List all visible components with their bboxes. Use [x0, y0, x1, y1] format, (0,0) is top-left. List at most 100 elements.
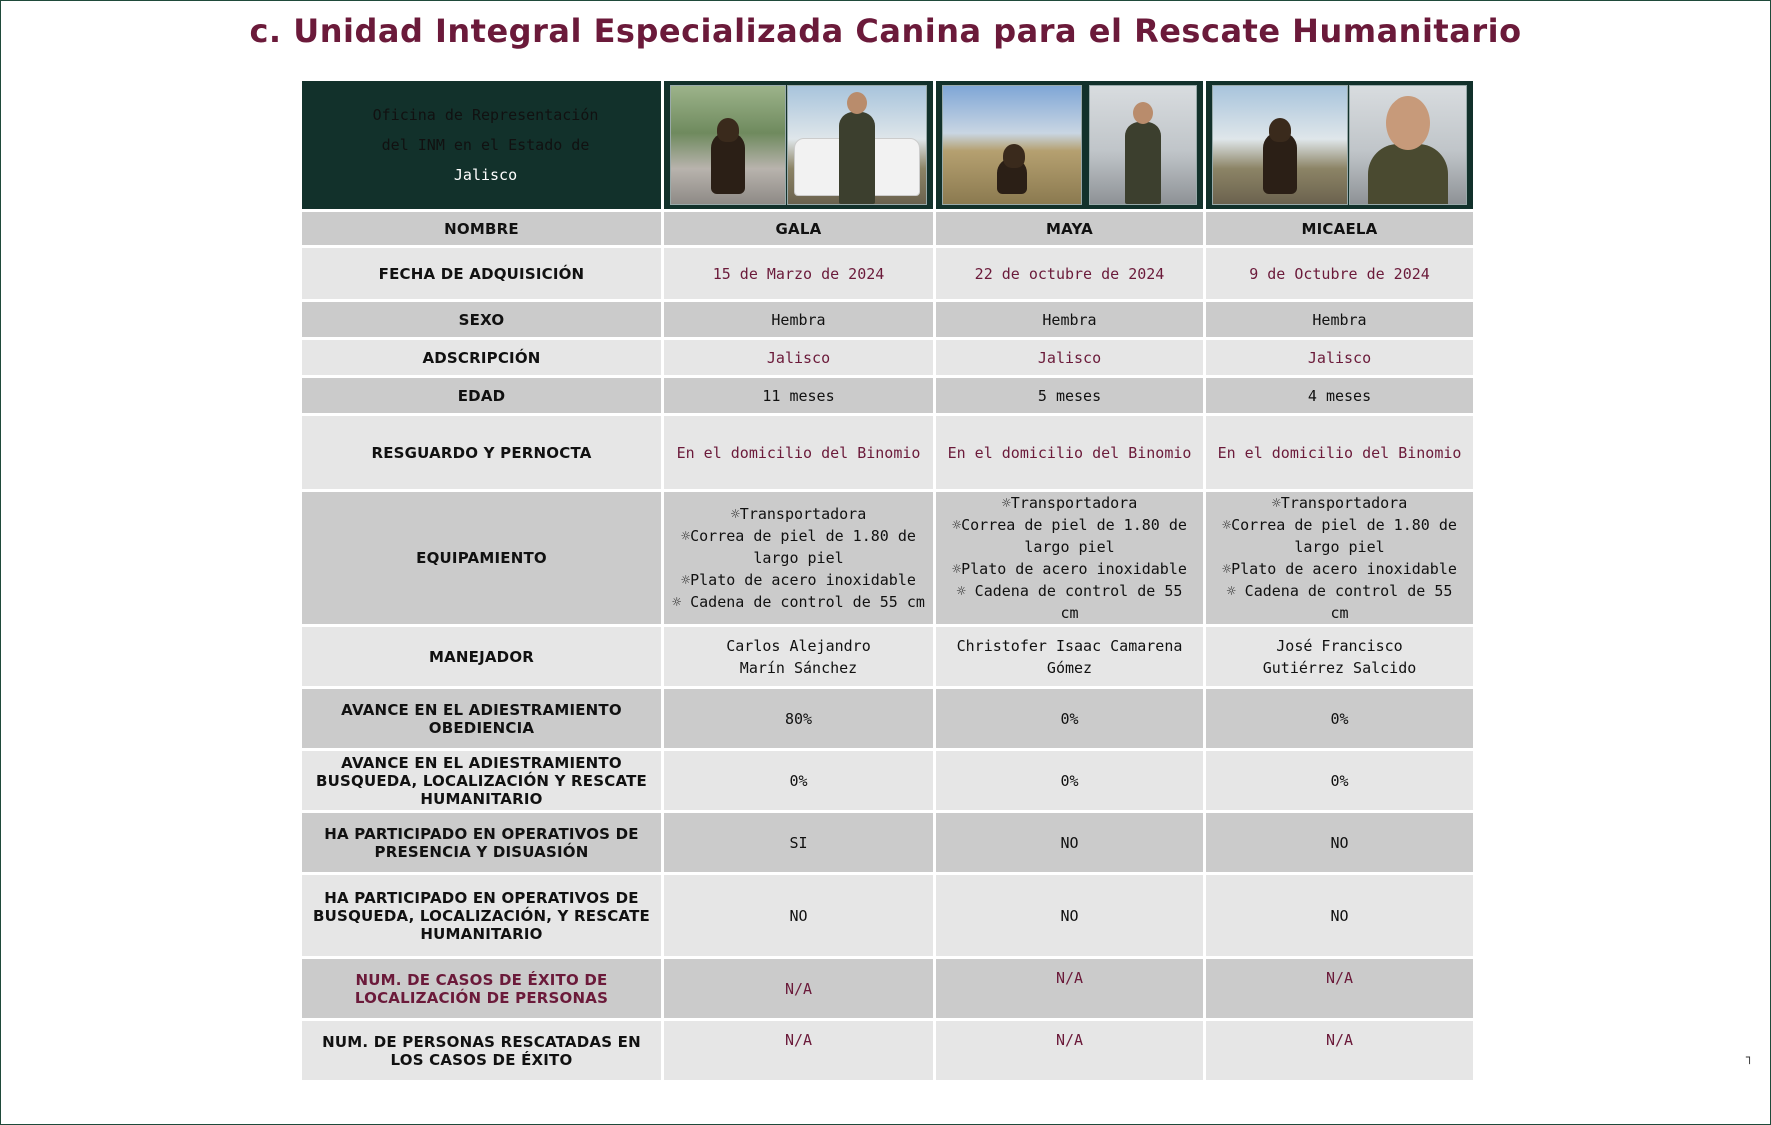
handler-photo-micaela: [1349, 85, 1467, 205]
value-rescatadas-1: N/A: [661, 1018, 936, 1083]
value-manejador-1: Carlos Alejandro Marín Sánchez: [661, 624, 936, 689]
value-fecha-2: 22 de octubre de 2024: [933, 245, 1206, 302]
office-line-1: Oficina de Representación: [372, 106, 599, 124]
row-obediencia: AVANCE EN EL ADIESTRAMIENTO OBEDIENCIA 8…: [299, 686, 1476, 751]
office-state: Jalisco: [453, 166, 518, 184]
value-nombre-1: GALA: [661, 209, 936, 248]
equip-item: ☼Correa de piel de 1.80 de largo piel: [1222, 516, 1457, 556]
label-obediencia: AVANCE EN EL ADIESTRAMIENTO OBEDIENCIA: [299, 686, 664, 751]
equip-item: ☼ Cadena de control de 55 cm: [672, 593, 925, 611]
dog-photo-maya: [942, 85, 1082, 205]
equip-item: ☼ Cadena de control de 55 cm: [1226, 582, 1453, 622]
header-row: Oficina de Representación del INM en el …: [299, 78, 1476, 212]
value-manejador-3: José Francisco Gutiérrez Salcido: [1203, 624, 1476, 689]
value-operativos-1: NO: [661, 872, 936, 959]
photos-maya: [933, 78, 1206, 212]
handler-name-line: José Francisco: [1276, 636, 1403, 655]
value-casos-1: N/A: [661, 956, 936, 1021]
equip-item: ☼Correa de piel de 1.80 de largo piel: [952, 516, 1187, 556]
label-resguardo: RESGUARDO Y PERNOCTA: [299, 413, 664, 492]
row-adscripcion: ADSCRIPCIÓN Jalisco Jalisco Jalisco: [299, 337, 1476, 378]
value-sexo-2: Hembra: [933, 299, 1206, 340]
value-equipamiento-3: ☼Transportadora ☼Correa de piel de 1.80 …: [1203, 489, 1476, 627]
office-line-2: del INM en el Estado de: [381, 136, 590, 154]
value-nombre-2: MAYA: [933, 209, 1206, 248]
label-operativos: HA PARTICIPADO EN OPERATIVOS DE BUSQUEDA…: [299, 872, 664, 959]
value-fecha-1: 15 de Marzo de 2024: [661, 245, 936, 302]
value-edad-3: 4 meses: [1203, 375, 1476, 416]
value-equipamiento-2: ☼Transportadora ☼Correa de piel de 1.80 …: [933, 489, 1206, 627]
row-resguardo: RESGUARDO Y PERNOCTA En el domicilio del…: [299, 413, 1476, 492]
value-obediencia-1: 80%: [661, 686, 936, 751]
photos-micaela: [1203, 78, 1476, 212]
value-resguardo-2: En el domicilio del Binomio: [933, 413, 1206, 492]
row-nombre: NOMBRE GALA MAYA MICAELA: [299, 209, 1476, 248]
value-operativos-2: NO: [933, 872, 1206, 959]
row-manejador: MANEJADOR Carlos Alejandro Marín Sánchez…: [299, 624, 1476, 689]
equip-item: ☼ Cadena de control de 55 cm: [956, 582, 1183, 622]
equip-item: ☼Transportadora: [1001, 494, 1138, 512]
label-nombre: NOMBRE: [299, 209, 664, 248]
equip-item: ☼Correa de piel de 1.80 de largo piel: [681, 527, 916, 567]
value-obediencia-3: 0%: [1203, 686, 1476, 751]
label-sexo: SEXO: [299, 299, 664, 340]
row-fecha: FECHA DE ADQUISICIÓN 15 de Marzo de 2024…: [299, 245, 1476, 302]
value-sexo-1: Hembra: [661, 299, 936, 340]
row-casos: NUM. DE CASOS DE ÉXITO DE LOCALIZACIÓN D…: [299, 956, 1476, 1021]
label-equipamiento: EQUIPAMIENTO: [299, 489, 664, 627]
label-fecha: FECHA DE ADQUISICIÓN: [299, 245, 664, 302]
value-manejador-2: Christofer Isaac Camarena Gómez: [933, 624, 1206, 689]
handler-name-line: Christofer Isaac Camarena: [956, 636, 1183, 655]
dog-photo-gala: [670, 85, 786, 205]
label-rescatadas: NUM. DE PERSONAS RESCATADAS EN LOS CASOS…: [299, 1018, 664, 1083]
value-operativos-3: NO: [1203, 872, 1476, 959]
value-sexo-3: Hembra: [1203, 299, 1476, 340]
row-operativos: HA PARTICIPADO EN OPERATIVOS DE BUSQUEDA…: [299, 872, 1476, 959]
handler-name-line: Gutiérrez Salcido: [1262, 658, 1417, 677]
corner-mark: ┐: [1746, 1050, 1754, 1064]
dog-photo-micaela: [1212, 85, 1348, 205]
value-nombre-3: MICAELA: [1203, 209, 1476, 248]
label-adscripcion: ADSCRIPCIÓN: [299, 337, 664, 378]
row-equipamiento: EQUIPAMIENTO ☼Transportadora ☼Correa de …: [299, 489, 1476, 627]
value-casos-3: N/A: [1203, 956, 1476, 1021]
value-resguardo-3: En el domicilio del Binomio: [1203, 413, 1476, 492]
handler-photo-gala: [787, 85, 927, 205]
equip-item: ☼Plato de acero inoxidable: [1222, 560, 1457, 578]
value-adscripcion-2: Jalisco: [933, 337, 1206, 378]
value-fecha-3: 9 de Octubre de 2024: [1203, 245, 1476, 302]
row-sexo: SEXO Hembra Hembra Hembra: [299, 299, 1476, 340]
equip-item: ☼Transportadora: [730, 505, 867, 523]
equip-item: ☼Plato de acero inoxidable: [952, 560, 1187, 578]
handler-name-line: Carlos Alejandro: [726, 636, 871, 655]
handler-name-line: Gómez: [1046, 658, 1093, 677]
value-busqueda-3: 0%: [1203, 748, 1476, 813]
value-rescatadas-2: N/A: [933, 1018, 1206, 1083]
value-edad-1: 11 meses: [661, 375, 936, 416]
canine-unit-table: Oficina de Representación del INM en el …: [299, 78, 1476, 1083]
photos-gala: [661, 78, 936, 212]
value-edad-2: 5 meses: [933, 375, 1206, 416]
label-presencia: HA PARTICIPADO EN OPERATIVOS DE PRESENCI…: [299, 810, 664, 875]
label-manejador: MANEJADOR: [299, 624, 664, 689]
equip-item: ☼Plato de acero inoxidable: [681, 571, 916, 589]
value-presencia-3: NO: [1203, 810, 1476, 875]
value-resguardo-1: En el domicilio del Binomio: [661, 413, 936, 492]
handler-photo-maya: [1089, 85, 1197, 205]
value-busqueda-1: 0%: [661, 748, 936, 813]
label-busqueda: AVANCE EN EL ADIESTRAMIENTO BUSQUEDA, LO…: [299, 748, 664, 813]
value-obediencia-2: 0%: [933, 686, 1206, 751]
page-title: c. Unidad Integral Especializada Canina …: [249, 12, 1522, 50]
label-edad: EDAD: [299, 375, 664, 416]
handler-name-line: Marín Sánchez: [739, 658, 858, 677]
value-rescatadas-3: N/A: [1203, 1018, 1476, 1083]
office-cell: Oficina de Representación del INM en el …: [299, 78, 664, 212]
equip-item: ☼Transportadora: [1271, 494, 1408, 512]
value-adscripcion-1: Jalisco: [661, 337, 936, 378]
value-casos-2: N/A: [933, 956, 1206, 1021]
label-casos: NUM. DE CASOS DE ÉXITO DE LOCALIZACIÓN D…: [299, 956, 664, 1021]
value-equipamiento-1: ☼Transportadora ☼Correa de piel de 1.80 …: [661, 489, 936, 627]
row-rescatadas: NUM. DE PERSONAS RESCATADAS EN LOS CASOS…: [299, 1018, 1476, 1083]
row-busqueda: AVANCE EN EL ADIESTRAMIENTO BUSQUEDA, LO…: [299, 748, 1476, 813]
value-busqueda-2: 0%: [933, 748, 1206, 813]
